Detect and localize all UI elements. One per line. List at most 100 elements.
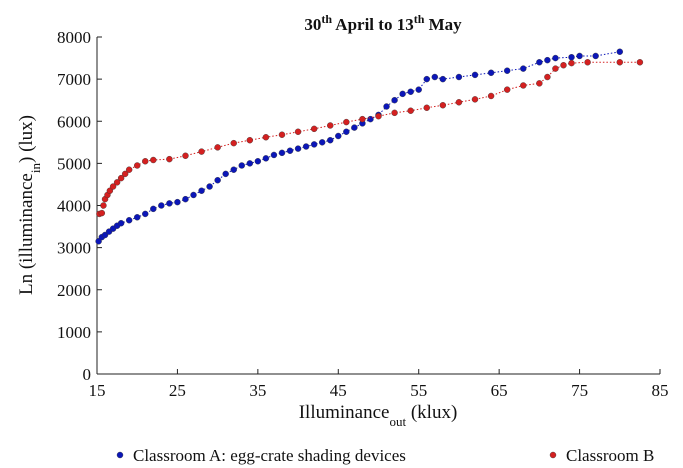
x-tick-label: 65 <box>491 381 508 400</box>
point <box>182 195 189 203</box>
point <box>503 86 511 93</box>
point <box>487 92 495 100</box>
point <box>552 54 559 62</box>
y-tick-label: 5000 <box>57 154 91 173</box>
label-part: th <box>414 12 425 26</box>
y-tick-label: 1000 <box>57 323 91 342</box>
point <box>327 137 334 144</box>
y-tick-label: 7000 <box>57 70 91 89</box>
point <box>576 52 583 60</box>
point <box>214 144 221 151</box>
point <box>487 69 495 77</box>
y-tick-label: 4000 <box>57 197 91 216</box>
y-axis-label: Ln (illuminancein) (lux) <box>16 115 43 295</box>
point <box>407 88 414 95</box>
point <box>636 59 644 66</box>
point <box>182 152 189 159</box>
point <box>158 202 165 209</box>
point <box>117 219 125 227</box>
legend-marker <box>116 451 124 459</box>
point <box>335 132 342 140</box>
point <box>142 210 149 218</box>
point <box>407 107 414 114</box>
point <box>351 124 358 131</box>
label-part: April to 13 <box>332 15 414 34</box>
point <box>98 209 106 217</box>
y-tick-label: 2000 <box>57 281 91 300</box>
point <box>238 162 245 169</box>
point <box>125 166 133 173</box>
point <box>150 205 157 213</box>
label-part: in <box>28 163 43 174</box>
label-part: 30 <box>304 15 321 34</box>
point <box>278 149 286 157</box>
point <box>100 202 107 209</box>
point <box>294 145 302 152</box>
point <box>327 122 334 129</box>
point <box>415 86 422 93</box>
point <box>262 155 270 162</box>
x-tick-label: 75 <box>571 381 588 400</box>
point <box>166 155 173 163</box>
point <box>206 183 213 190</box>
point <box>117 174 125 182</box>
point <box>544 73 551 81</box>
point <box>246 160 254 167</box>
point <box>520 65 527 72</box>
point <box>310 141 318 148</box>
point <box>616 48 623 55</box>
x-tick-label: 55 <box>410 381 427 400</box>
chart-title: 30th April to 13th May <box>304 12 462 34</box>
point <box>391 109 398 117</box>
point <box>262 134 270 141</box>
label-part: May <box>424 15 462 34</box>
point <box>383 103 390 110</box>
point <box>423 75 430 83</box>
point <box>150 156 157 164</box>
point <box>616 59 623 66</box>
label-part: Ln (illuminance <box>16 173 37 295</box>
point <box>198 187 205 194</box>
point <box>399 90 406 98</box>
legend-label: Classroom B <box>566 446 654 465</box>
point <box>230 166 237 173</box>
point <box>246 137 254 144</box>
label-part: out <box>389 414 406 429</box>
point <box>142 158 149 165</box>
x-axis-label: Illuminanceout (klux) <box>299 402 458 429</box>
point <box>286 147 294 154</box>
point <box>310 125 318 133</box>
point <box>121 170 129 178</box>
point <box>544 56 551 64</box>
point <box>584 59 591 66</box>
y-tick-label: 6000 <box>57 112 91 131</box>
point <box>95 238 102 245</box>
y-tick-label: 8000 <box>57 28 91 47</box>
point <box>343 128 350 135</box>
point <box>439 75 447 83</box>
series-line <box>98 51 620 242</box>
x-tick-label: 45 <box>330 381 347 400</box>
point <box>455 99 463 106</box>
label-part: Illuminance <box>299 402 390 423</box>
point <box>166 200 173 207</box>
point <box>455 73 463 81</box>
point <box>552 65 559 72</box>
point <box>471 96 479 103</box>
point <box>536 80 543 87</box>
point <box>230 139 237 147</box>
y-tick-label: 3000 <box>57 239 91 258</box>
point <box>270 151 278 159</box>
point <box>471 71 479 79</box>
point <box>134 162 141 169</box>
point <box>592 52 599 60</box>
point <box>431 73 438 81</box>
point <box>222 170 229 178</box>
point <box>359 115 366 123</box>
legend-label: Classroom A: egg-crate shading devices <box>133 446 406 465</box>
point <box>520 82 527 89</box>
point <box>319 139 326 146</box>
point <box>391 96 398 104</box>
point <box>278 131 286 138</box>
